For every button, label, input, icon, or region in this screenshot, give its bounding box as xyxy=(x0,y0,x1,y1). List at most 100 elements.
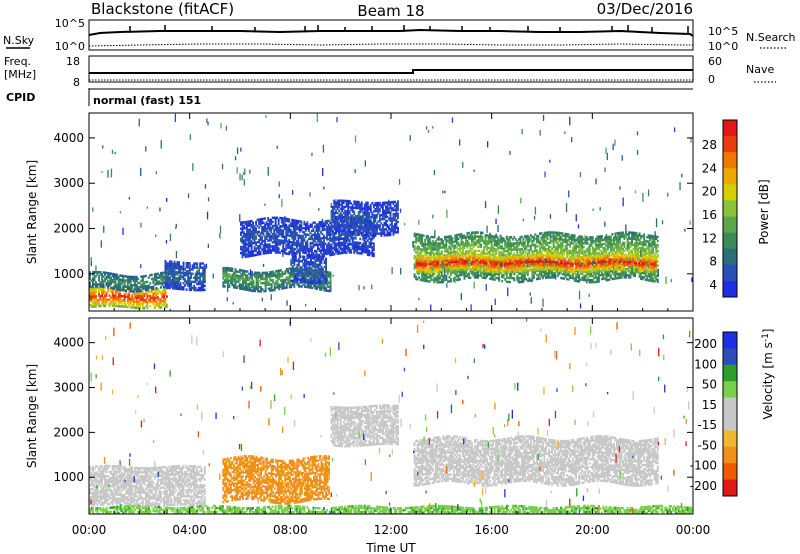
echo-cell xyxy=(351,222,354,226)
echo-cell xyxy=(104,294,107,297)
echo-cell xyxy=(440,252,443,255)
echo-cell xyxy=(341,217,344,220)
echo-cell xyxy=(525,247,528,250)
echo-cell xyxy=(486,234,489,237)
echo-cell xyxy=(246,243,248,246)
echo-cell xyxy=(318,227,321,230)
noise-panel-frame xyxy=(88,19,694,51)
echo-cell xyxy=(433,280,436,284)
echo-cell xyxy=(317,231,319,234)
echo-cell xyxy=(246,222,248,226)
echo-cell xyxy=(300,242,303,246)
echo-cell xyxy=(505,274,508,277)
echo-cell xyxy=(99,294,102,298)
echo-cell xyxy=(475,253,478,257)
echo-cell xyxy=(542,274,544,278)
echo-cell xyxy=(169,286,171,290)
echo-cell xyxy=(253,241,256,245)
echo-cell xyxy=(362,225,365,229)
echo-cell xyxy=(325,259,328,263)
echo-cell xyxy=(329,235,332,239)
echo-cell xyxy=(282,241,285,245)
echo-cell xyxy=(244,239,247,242)
echo-cell xyxy=(344,251,347,254)
echo-cell xyxy=(389,211,392,214)
echo-cell xyxy=(237,270,240,274)
echo-cell xyxy=(324,222,327,225)
echo-cell xyxy=(348,243,351,246)
echo-cell xyxy=(277,241,280,244)
echo-cell xyxy=(267,275,270,278)
echo-cell xyxy=(354,243,357,246)
echo-cell xyxy=(478,235,481,238)
echo-cell xyxy=(342,230,345,233)
echo-cell xyxy=(430,264,433,267)
echo-cell xyxy=(492,237,495,240)
echo-cell xyxy=(288,246,291,250)
echo-cell xyxy=(267,233,270,236)
echo-cell xyxy=(135,294,138,297)
echo-cell xyxy=(233,277,235,281)
echo-cell xyxy=(285,217,288,221)
echo-cell xyxy=(134,296,137,299)
echo-cell xyxy=(241,227,244,230)
echo-cell xyxy=(246,249,248,252)
echo-cell xyxy=(539,246,541,250)
echo-cell xyxy=(244,237,247,240)
echo-cell xyxy=(199,272,202,276)
echo-cell xyxy=(225,269,228,272)
echo-cell xyxy=(304,245,307,249)
echo-cell xyxy=(369,226,372,229)
echo-cell xyxy=(260,286,263,289)
echo-cell xyxy=(372,203,375,207)
echo-cell xyxy=(347,224,350,228)
echo-cell xyxy=(285,240,288,243)
echo-cell xyxy=(419,248,422,251)
echo-cell xyxy=(172,266,175,270)
echo-cell xyxy=(468,231,470,235)
echo-cell xyxy=(306,255,309,259)
echo-cell xyxy=(202,268,205,271)
echo-cell xyxy=(291,259,294,262)
echo-cell xyxy=(176,267,179,270)
echo-cell xyxy=(338,244,341,247)
echo-cell xyxy=(196,270,199,273)
echo-cell xyxy=(249,283,252,286)
echo-cell xyxy=(250,219,253,223)
echo-cell xyxy=(237,278,240,282)
echo-cell xyxy=(338,246,341,249)
echo-cell xyxy=(350,216,353,220)
echo-cell xyxy=(353,245,356,248)
echo-cell xyxy=(311,268,314,271)
echo-cell xyxy=(314,265,317,268)
echo-cell xyxy=(386,209,389,212)
echo-cell xyxy=(120,305,123,308)
echo-cell xyxy=(143,287,146,290)
echo-cell xyxy=(421,242,424,245)
echo-cell xyxy=(517,272,520,276)
echo-cell xyxy=(534,247,537,251)
echo-cell xyxy=(543,248,546,251)
echo-cell xyxy=(341,209,344,213)
echo-cell xyxy=(366,207,369,211)
echo-cell xyxy=(315,225,318,228)
echo-cell xyxy=(336,244,339,247)
echo-cell xyxy=(345,216,348,219)
echo-cell xyxy=(237,276,240,280)
echo-cell xyxy=(161,271,164,275)
echo-cell xyxy=(378,232,381,235)
echo-cell xyxy=(339,207,342,211)
echo-cell xyxy=(487,250,490,254)
echo-cell xyxy=(514,248,517,251)
echo-cell xyxy=(319,261,321,265)
echo-cell xyxy=(534,270,537,273)
echo-cell xyxy=(134,288,137,291)
echo-cell xyxy=(329,277,332,281)
echo-cell xyxy=(305,285,308,289)
echo-cell xyxy=(308,267,311,270)
echo-cell xyxy=(422,244,425,248)
echo-cell xyxy=(502,261,505,265)
echo-cell xyxy=(425,279,428,283)
echo-cell xyxy=(146,286,149,290)
echo-cell xyxy=(296,269,299,273)
